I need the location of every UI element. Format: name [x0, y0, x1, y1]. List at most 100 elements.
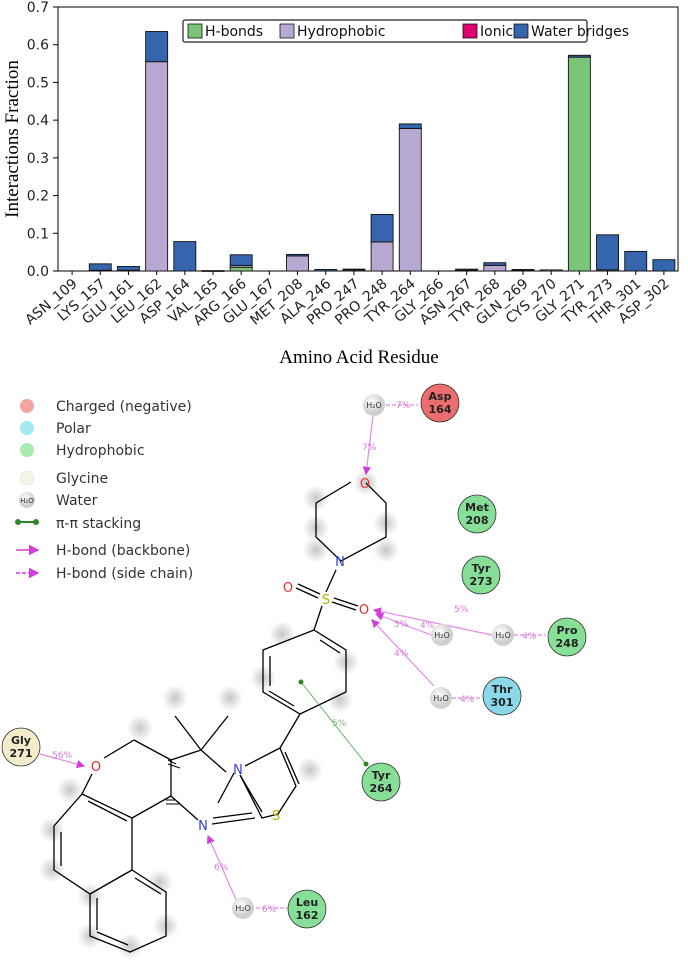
bar-leu-162-hydrophobic — [145, 61, 169, 272]
legend-water-label: Water — [56, 493, 98, 509]
bar-tyr-264-hydrophobic — [398, 127, 422, 272]
y-tick-label: 0.7 — [27, 0, 49, 16]
bar-thr-301-water-bridges — [624, 250, 648, 272]
water-near-leu162: H₂O — [232, 897, 254, 919]
water-circle — [430, 687, 452, 709]
water-label: H₂O — [366, 401, 382, 410]
residue-tyr264: Tyr 264 — [361, 762, 401, 802]
pi-stacking-interaction: 5% — [298, 679, 369, 767]
bar-chart: 0.00.10.20.30.40.50.60.7 ASN_109LYS_157G… — [2, 0, 679, 368]
bar-gly-271-water-bridges — [567, 54, 591, 58]
y-tick-label: 0.5 — [27, 75, 49, 91]
halo — [117, 933, 143, 959]
residue-tyr273: Tyr 273 — [461, 555, 501, 595]
water-label: H₂O — [433, 694, 449, 703]
pi-centroid-ligand — [298, 679, 304, 685]
halo — [303, 537, 329, 563]
chart-legend: H-bonds Hydrophobic Ionic Water bridges — [182, 19, 629, 43]
bar-tyr-268-hydrophobic — [483, 264, 507, 272]
water-label: H₂O — [434, 631, 450, 640]
hbond-water-to-n-imine — [207, 834, 239, 905]
bar-asp-302-water-bridges — [652, 259, 676, 272]
halo — [57, 777, 83, 803]
bond-cn-2 — [239, 774, 263, 813]
y-tick-label: 0.3 — [27, 151, 49, 167]
legend-pi-dot-left — [15, 519, 21, 525]
halo — [327, 687, 353, 713]
bond-cn-3b — [212, 812, 253, 819]
residue-number: 273 — [470, 575, 493, 588]
residues: Asp 164 Met 208 Tyr 273 Pro 248 Thr 301 … — [1, 383, 587, 929]
residue-met208: Met 208 — [457, 494, 497, 534]
y-tick-label: 0.6 — [27, 38, 49, 54]
hash — [167, 759, 177, 765]
bond-gem-c — [200, 749, 227, 773]
atom-n-imine: N — [198, 819, 208, 834]
naph-double-3 — [134, 877, 162, 895]
residue-name: Gly — [11, 734, 31, 747]
y-axis-label: Interactions Fraction — [2, 60, 23, 218]
water-mid: H₂O — [431, 624, 453, 646]
thiazole-ring — [239, 747, 297, 819]
percent-water-pro248: 4% — [522, 632, 537, 642]
percent-water-thr301: 4% — [460, 695, 475, 705]
residue-circle — [361, 762, 401, 802]
percent-water-o-morpholine: 7% — [362, 443, 377, 453]
legend-label-ionic: Ionic — [480, 24, 513, 40]
legend-water-symbol: H₂O — [20, 497, 34, 505]
atom-s-thiazole: S — [272, 809, 280, 824]
bar-leu-162-water-bridges — [145, 31, 169, 63]
percent-water-asp164: 7% — [396, 401, 411, 411]
halo — [39, 857, 65, 883]
legend-polar: Polar — [20, 421, 91, 437]
halo — [39, 817, 65, 843]
bar-tyr-268-water-bridges — [483, 262, 507, 266]
legend-label-water-bridges: Water bridges — [531, 24, 629, 40]
hash — [167, 763, 181, 769]
atom-o-pyran: O — [91, 760, 101, 775]
percent-mid-water: 4% — [420, 621, 435, 631]
legend-water-dot — [19, 492, 35, 508]
bond-s-o2 — [331, 601, 357, 611]
residue-name: Leu — [296, 896, 318, 909]
legend-pi-dot-right — [33, 519, 39, 525]
water-circle — [492, 624, 514, 646]
bar-ala-246-water-bridges — [314, 269, 338, 272]
halo — [162, 685, 188, 711]
residue-leu162: Leu 162 — [287, 889, 327, 929]
legend-glycine: Glycine — [19, 470, 108, 487]
water-label: H₂O — [495, 631, 511, 640]
pi-stacking-percent: 5% — [332, 719, 347, 729]
residue-name: Pro — [556, 624, 577, 637]
residue-name: Tyr — [372, 769, 391, 782]
legend-water: H₂O Water — [19, 492, 98, 509]
residue-thr301: Thr 301 — [482, 676, 522, 716]
bond-pyran-3 — [81, 773, 93, 795]
residue-number: 164 — [429, 403, 452, 416]
bar-asp-164-water-bridges — [173, 241, 197, 272]
legend-label-h-bonds: H-bonds — [205, 24, 263, 40]
residue-number: 264 — [370, 782, 393, 795]
y-tick-label: 0.2 — [27, 189, 49, 205]
atom-n-morpholine: N — [335, 555, 345, 570]
x-axis-label: Amino Acid Residue — [279, 347, 438, 368]
residue-number: 208 — [466, 514, 489, 527]
bond-c-c — [170, 749, 202, 761]
interaction-diagram: Charged (negative) Polar Hydrophobic Gly… — [1, 383, 587, 959]
residue-circle — [420, 383, 460, 423]
bar-arg-166-water-bridges — [229, 254, 253, 266]
bond-s-o2b — [333, 597, 359, 607]
residue-circle — [287, 889, 327, 929]
legend-swatch-ionic — [462, 23, 478, 39]
bond-methyl-1 — [174, 715, 202, 751]
naphthalene-ring-1 — [53, 793, 133, 895]
legend-hydrophobic-dot — [20, 443, 34, 457]
residue-circle — [547, 617, 587, 657]
atom-o-sulfonyl-2: O — [359, 603, 369, 618]
bond-cn-1 — [217, 772, 235, 804]
bond-thiazole-n — [244, 747, 281, 767]
halo — [297, 757, 323, 783]
legend-charged-label: Charged (negative) — [56, 399, 192, 415]
naphthalene-ring-2 — [89, 869, 167, 953]
bar-cys-270-hydrophobic — [539, 269, 563, 272]
